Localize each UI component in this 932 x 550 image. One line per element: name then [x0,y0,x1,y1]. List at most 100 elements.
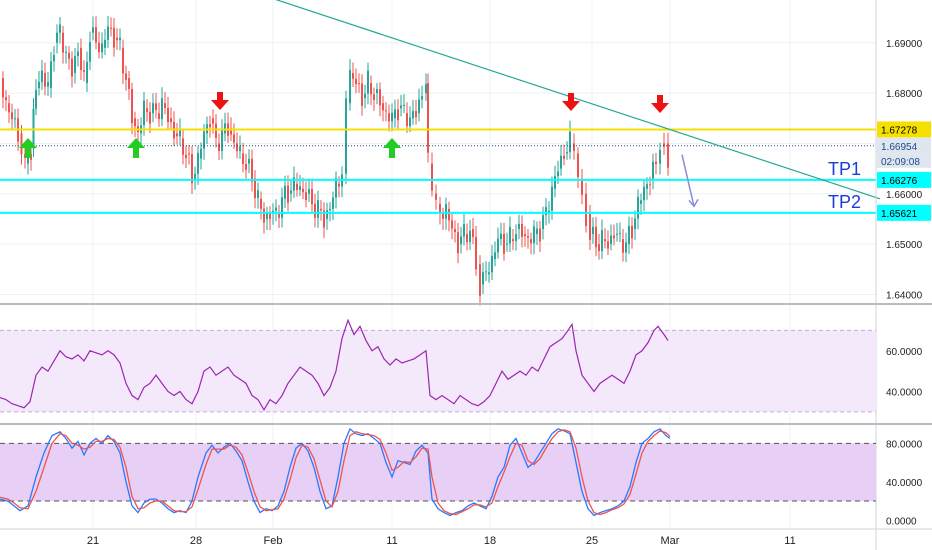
candle-body [77,51,79,57]
candle-body [542,215,544,230]
candle-body [442,213,444,219]
candle-body [194,173,196,179]
candle-body [65,51,67,53]
candle-body [406,113,408,127]
candle-body [463,224,465,237]
candle-body [170,118,172,123]
candle-body [245,163,247,170]
candle-body [161,98,163,120]
candle-body [479,264,481,296]
candle-body [176,133,178,137]
candle-body [233,134,235,143]
buy-arrow-icon [19,138,37,158]
candle-body [607,241,609,249]
candle-body [379,89,381,106]
candle-body [469,230,471,243]
candle-body [305,192,307,200]
candle-body [663,143,665,147]
candle-body [524,234,526,237]
candle-body [643,186,645,201]
candle-body [113,27,115,48]
candle-body [47,82,49,87]
candle-body [515,233,517,242]
candle-body [80,47,82,71]
candle-body [155,103,157,111]
candle-body [655,161,657,165]
candle-body [418,99,420,114]
candle-body [400,105,402,109]
buy-arrow-icon [127,138,145,158]
candle-body [263,208,265,223]
candle-body [382,103,384,111]
candle-body [83,70,85,72]
candle-body [637,196,639,219]
candle-body [364,93,366,99]
candle-body [640,200,642,204]
candle-body [521,223,523,237]
price-badge-text: 1.66276 [881,176,918,187]
candle-body [652,161,654,179]
candle-body [125,73,127,80]
candle-body [107,26,109,40]
candle-body [329,208,331,211]
candle-body [349,70,351,104]
candle-body [167,107,169,123]
candle-body [385,110,387,112]
candle-body [236,143,238,152]
candle-body [230,128,232,135]
projection-arrow [681,154,695,207]
x-tick-label: 21 [87,535,99,547]
candle-body [610,235,612,245]
candle-body [391,112,393,122]
candle-body [218,143,220,151]
candle-body [185,154,187,158]
candle-body [472,229,474,237]
candle-body [554,176,556,189]
candle-body [500,233,502,240]
candle-body [335,178,337,198]
candle-body [11,112,13,120]
candle-body [179,128,181,137]
candle-body [98,42,100,53]
candle-body [457,232,459,254]
candle-body [367,70,369,94]
candle-body [373,94,375,100]
candle-body [573,143,575,151]
candle-body [435,193,437,200]
candle-body [659,149,661,164]
x-tick-label: 18 [484,535,496,547]
candle-body [122,47,124,74]
candle-body [71,58,73,77]
candle-body [326,210,328,219]
candle-body [299,186,301,190]
price-badge [877,137,931,154]
x-tick-label: 28 [190,535,202,547]
candle-body [92,27,94,33]
candle-body [352,72,354,79]
candle-body [345,98,347,174]
candle-body [59,24,61,33]
candle-body [355,78,357,85]
candle-body [412,110,414,119]
candle-body [566,152,568,154]
candle-body [497,238,499,253]
y-tick-label: 40.0000 [886,387,923,398]
candle-body [394,109,396,119]
candle-body [27,154,29,164]
candle-body [551,186,553,211]
candle-body [203,131,205,149]
price-axis [876,0,932,550]
candle-body [248,158,250,164]
candle-body [110,27,112,29]
candle-body [35,90,37,109]
candle-body [182,138,184,155]
candle-body [212,118,214,124]
candle-body [421,96,423,100]
candle-body [308,188,310,194]
candle-body [388,113,390,122]
candle-body [317,199,319,218]
candle-body [134,118,136,127]
candle-body [494,252,496,260]
candle-body [89,42,91,62]
